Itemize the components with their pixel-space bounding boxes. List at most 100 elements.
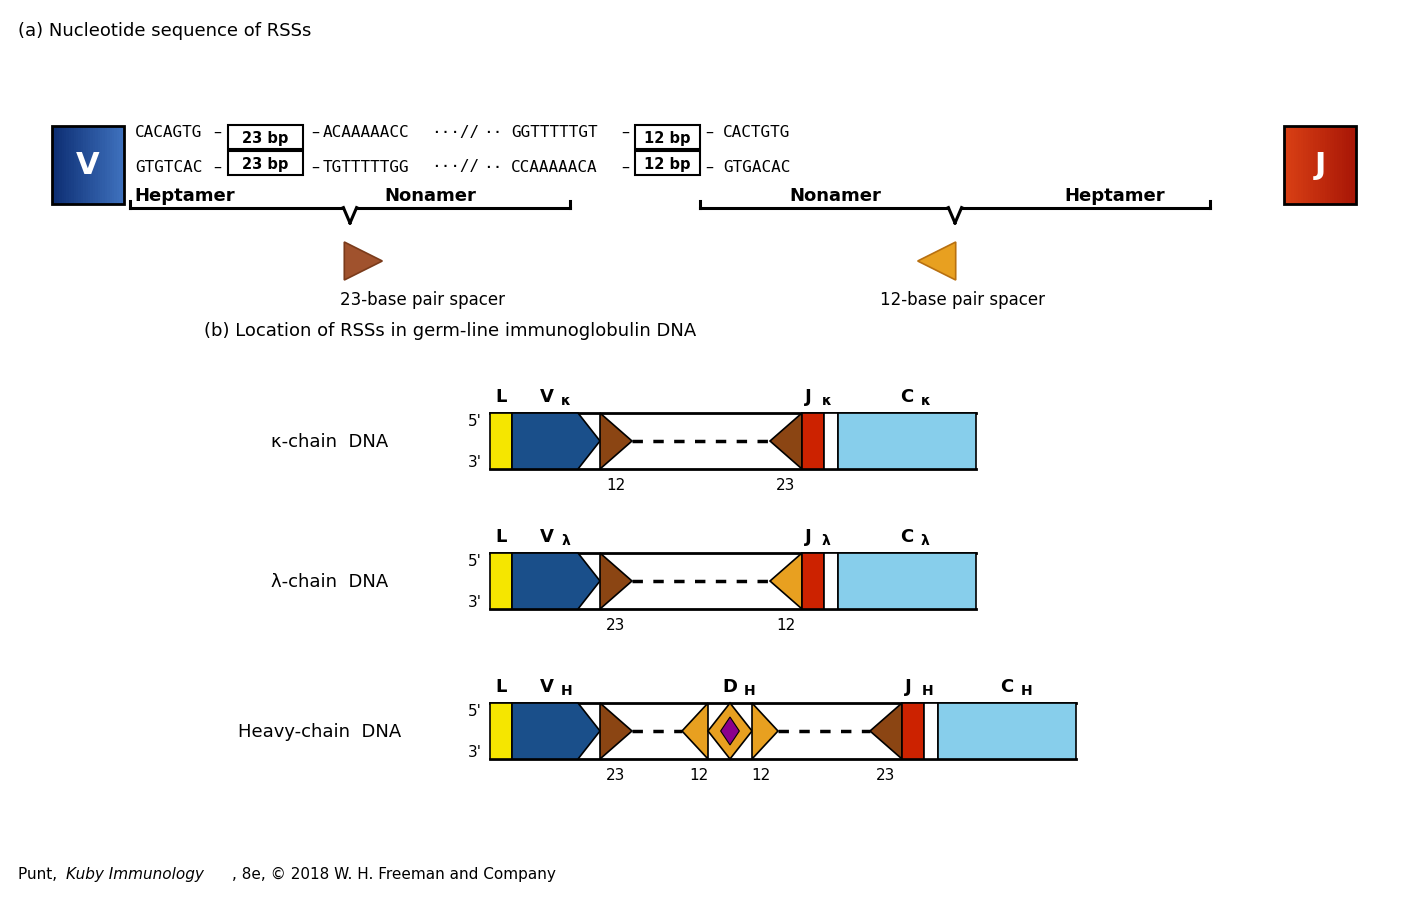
Text: Punt,: Punt,: [18, 866, 62, 881]
Bar: [1344, 127, 1347, 205]
Bar: [636, 126, 700, 149]
Bar: [83, 127, 87, 205]
Bar: [72, 127, 75, 205]
Bar: [228, 126, 304, 149]
Text: 3': 3': [468, 455, 482, 469]
Bar: [1284, 127, 1288, 205]
Text: C: C: [1001, 677, 1014, 695]
Bar: [801, 553, 824, 609]
Text: GTGACAC: GTGACAC: [723, 159, 790, 174]
Text: V: V: [540, 387, 554, 405]
Bar: [52, 127, 55, 205]
Text: 23: 23: [776, 477, 796, 493]
Text: κ-chain  DNA: κ-chain DNA: [271, 433, 388, 451]
Polygon shape: [752, 703, 778, 759]
Text: (a) Nucleotide sequence of RSSs: (a) Nucleotide sequence of RSSs: [18, 22, 311, 40]
Polygon shape: [600, 553, 633, 609]
Bar: [824, 414, 838, 469]
Polygon shape: [344, 242, 382, 281]
Bar: [73, 127, 77, 205]
Bar: [1348, 127, 1353, 205]
Text: 23 bp: 23 bp: [242, 130, 288, 146]
Text: J: J: [804, 527, 811, 546]
Bar: [1315, 127, 1319, 205]
Bar: [1289, 127, 1292, 205]
Text: 23: 23: [876, 767, 896, 783]
Bar: [491, 553, 512, 609]
Text: H: H: [561, 683, 572, 697]
Text: ···//: ···//: [432, 159, 479, 174]
Text: TGTTTTTGG: TGTTTTTGG: [323, 159, 409, 174]
Bar: [59, 127, 63, 205]
Bar: [1301, 127, 1305, 205]
Text: GGTTTTTGT: GGTTTTTGT: [510, 125, 598, 139]
Text: ··: ··: [484, 125, 502, 139]
Bar: [801, 414, 824, 469]
Bar: [120, 127, 122, 205]
Text: L: L: [495, 677, 506, 695]
Bar: [1298, 127, 1302, 205]
Text: κ: κ: [561, 394, 571, 407]
Text: 23: 23: [606, 767, 626, 783]
Text: –: –: [621, 159, 628, 174]
Polygon shape: [870, 703, 903, 759]
Bar: [96, 127, 98, 205]
Bar: [1339, 127, 1343, 205]
Text: J: J: [904, 677, 911, 695]
Text: –: –: [621, 125, 628, 139]
Text: H: H: [1021, 683, 1032, 697]
Bar: [924, 703, 938, 759]
Text: λ: λ: [561, 534, 569, 548]
Bar: [103, 127, 105, 205]
Bar: [90, 127, 94, 205]
Text: κ: κ: [823, 394, 832, 407]
Bar: [1284, 127, 1355, 205]
Text: Nonamer: Nonamer: [789, 187, 882, 205]
Bar: [89, 127, 91, 205]
Bar: [112, 127, 115, 205]
Text: V: V: [540, 677, 554, 695]
Text: 3': 3': [468, 744, 482, 759]
Text: 5': 5': [468, 414, 482, 428]
Polygon shape: [721, 717, 740, 745]
Text: CACAGTG: CACAGTG: [135, 125, 202, 139]
Text: H: H: [744, 683, 755, 697]
Text: 23-base pair spacer: 23-base pair spacer: [340, 291, 505, 309]
Text: C: C: [900, 527, 914, 546]
Text: –: –: [311, 125, 319, 139]
Text: CACTGTG: CACTGTG: [723, 125, 790, 139]
Polygon shape: [512, 703, 600, 759]
Polygon shape: [918, 242, 956, 281]
Text: 5': 5': [468, 553, 482, 568]
Bar: [1313, 127, 1316, 205]
Bar: [938, 703, 1076, 759]
Text: λ: λ: [921, 534, 929, 548]
Bar: [838, 553, 976, 609]
Bar: [97, 127, 101, 205]
Bar: [491, 414, 512, 469]
Text: λ-chain  DNA: λ-chain DNA: [271, 572, 388, 590]
Text: V: V: [540, 527, 554, 546]
Polygon shape: [682, 703, 709, 759]
Text: H: H: [922, 683, 934, 697]
Bar: [55, 127, 58, 205]
Bar: [1291, 127, 1295, 205]
Bar: [1296, 127, 1299, 205]
Text: κ: κ: [921, 394, 931, 407]
Text: (b) Location of RSSs in germ-line immunoglobulin DNA: (b) Location of RSSs in germ-line immuno…: [204, 322, 696, 340]
Bar: [1294, 127, 1296, 205]
Bar: [228, 152, 304, 176]
Text: D: D: [723, 677, 738, 695]
Bar: [79, 127, 82, 205]
Bar: [100, 127, 104, 205]
Polygon shape: [512, 553, 600, 609]
Text: 12: 12: [776, 618, 796, 632]
Bar: [1351, 127, 1354, 205]
Bar: [1306, 127, 1309, 205]
Bar: [107, 127, 111, 205]
Bar: [824, 553, 838, 609]
Bar: [110, 127, 112, 205]
Text: ···//: ···//: [432, 125, 479, 139]
Bar: [121, 127, 125, 205]
Text: CCAAAAACA: CCAAAAACA: [510, 159, 598, 174]
